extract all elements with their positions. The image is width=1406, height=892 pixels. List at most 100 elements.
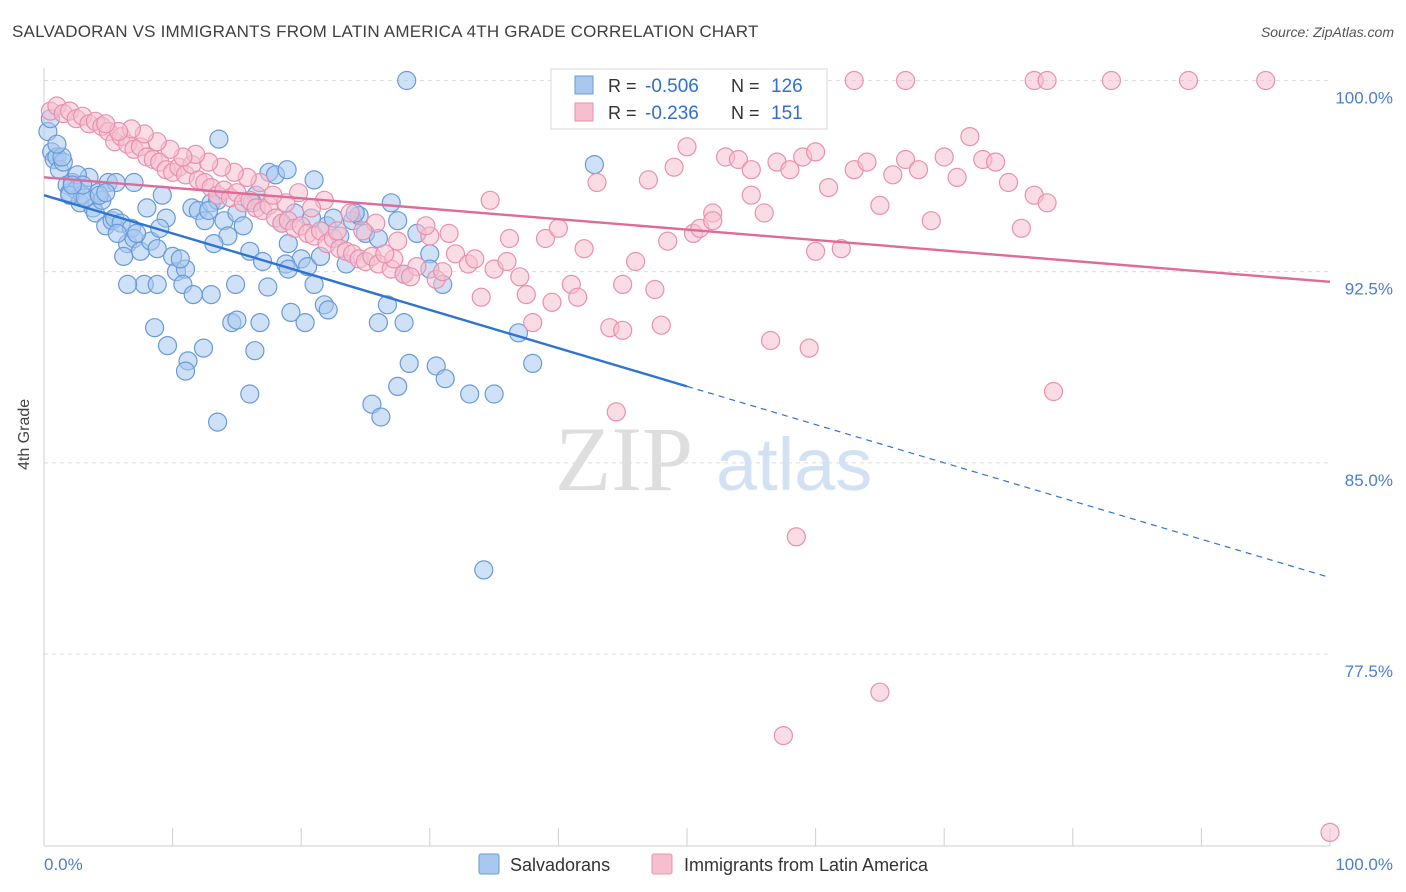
salvadoran-point-105 (371, 407, 391, 427)
immigrant-point-132 (480, 190, 500, 210)
salvadoran-point-93 (377, 295, 397, 315)
salvadoran-point-112 (277, 160, 297, 180)
immigrant-point-122 (1256, 70, 1276, 91)
x-tick-label-1: 100.0% (1335, 855, 1393, 874)
chart-title: SALVADORAN VS IMMIGRANTS FROM LATIN AMER… (12, 22, 759, 41)
salvadoran-point-83 (193, 338, 214, 358)
salvadoran-point-94 (394, 313, 414, 333)
salvadoran-point-88 (258, 277, 278, 297)
immigrant-point-73 (625, 251, 646, 272)
legend-n-value-1: 126 (771, 76, 803, 97)
immigrant-point-87 (780, 160, 800, 180)
salvadoran-point-90 (295, 313, 315, 333)
immigrant-point-96 (895, 149, 916, 170)
immigrant-point-111 (1043, 381, 1064, 402)
immigrant-point-117 (844, 70, 864, 91)
y-axis-label: 4th Grade (16, 398, 33, 470)
immigrant-point-61 (471, 287, 491, 307)
immigrant-point-89 (805, 142, 826, 162)
salvadoran-point-73 (107, 223, 127, 243)
immigrant-point-90 (818, 178, 839, 198)
salvadoran-point-89 (281, 302, 301, 322)
legend-n-label-2: N = (731, 103, 760, 123)
immigrant-point-69 (574, 239, 594, 259)
immigrant-point-103 (985, 152, 1006, 172)
immigrant-point-75 (645, 279, 665, 300)
immigrant-point-142 (327, 221, 347, 241)
salvadoran-point-110 (584, 155, 605, 175)
salvadoran-point-64 (381, 193, 401, 213)
axes (43, 68, 1331, 847)
salvadoran-point-95 (399, 353, 419, 373)
salvadoran-point-103 (240, 384, 260, 404)
salvadoran-point-132 (227, 310, 247, 330)
legend-r-label-1: R = (608, 76, 637, 96)
immigrant-point-121 (1178, 70, 1199, 91)
legend-item-immigrants-swatch (651, 853, 673, 875)
immigrant-point-70 (587, 172, 607, 193)
immigrant-point-130 (516, 285, 536, 305)
immigrant-point-136 (400, 267, 421, 287)
series-immigrants (40, 70, 1340, 843)
immigrant-point-140 (353, 221, 373, 241)
immigrant-point-133 (465, 249, 485, 269)
trend-lines (43, 176, 1331, 579)
immigrant-point-95 (883, 165, 903, 185)
immigrant-point-83 (728, 149, 749, 170)
series-legend: Salvadorans Immigrants from Latin Americ… (478, 853, 929, 875)
trend-line-1 (43, 176, 1331, 284)
salvadoran-point-87 (250, 313, 270, 333)
legend-n-label-1: N = (731, 76, 760, 96)
legend-item-salvadorans: Salvadorans (510, 855, 610, 875)
salvadoran-point-78 (114, 246, 134, 266)
immigrant-point-67 (548, 218, 569, 238)
salvadoran-point-97 (435, 369, 455, 389)
immigrant-point-131 (499, 228, 520, 249)
salvadoran-point-92 (368, 313, 388, 333)
immigrant-point-65 (523, 313, 543, 333)
salvadoran-point-101 (175, 361, 196, 381)
salvadoran-point-84 (201, 285, 221, 305)
y-tick-label-0: 77.5% (1345, 662, 1393, 681)
immigrant-point-85 (754, 203, 774, 223)
salvadoran-point-30 (152, 185, 172, 205)
salvadoran-point-106 (388, 376, 408, 396)
salvadoran-point-116 (147, 274, 167, 294)
immigrant-point-76 (651, 315, 671, 335)
salvadoran-point-131 (183, 285, 203, 305)
salvadoran-point-126 (199, 200, 219, 221)
immigrant-point-100 (947, 167, 967, 187)
immigrant-point-78 (677, 137, 697, 157)
y-tick-label-3: 100.0% (1335, 89, 1393, 108)
salvadoran-point-118 (226, 274, 246, 294)
source-credit: Source: ZipAtlas.com (1260, 24, 1394, 40)
salvadoran-point-121 (318, 300, 338, 320)
trend-line-0 (43, 194, 688, 388)
salvadoran-point-102 (208, 412, 228, 432)
salvadoran-point-108 (474, 560, 494, 580)
immigrant-point-98 (921, 211, 941, 231)
legend-r-label-2: R = (608, 103, 637, 123)
watermark-atlas: atlas (716, 423, 872, 506)
legend-item-salvadorans-swatch (478, 853, 500, 875)
immigrant-point-160 (96, 114, 116, 134)
immigrant-point-58 (433, 262, 453, 282)
immigrant-point-94 (870, 195, 890, 215)
immigrant-point-115 (773, 725, 794, 746)
immigrant-point-138 (375, 244, 395, 264)
salvadoran-point-122 (117, 274, 138, 294)
immigrant-point-74 (638, 170, 659, 190)
immigrant-point-125 (703, 211, 723, 231)
immigrant-point-123 (1037, 70, 1057, 91)
immigrant-point-110 (799, 338, 819, 358)
trend-line-extension-0 (686, 385, 1331, 579)
salvadoran-point-86 (245, 341, 265, 361)
stats-legend: R = -0.506 N = 126 R = -0.236 N = 151 (550, 68, 828, 130)
immigrant-point-113 (786, 527, 806, 547)
salvadoran-point-29 (147, 239, 167, 259)
salvadoran-point-125 (124, 172, 144, 193)
immigrant-point-63 (497, 251, 517, 272)
x-tick-label-0: 0.0% (44, 855, 83, 874)
salvadoran-point-100 (523, 353, 543, 373)
